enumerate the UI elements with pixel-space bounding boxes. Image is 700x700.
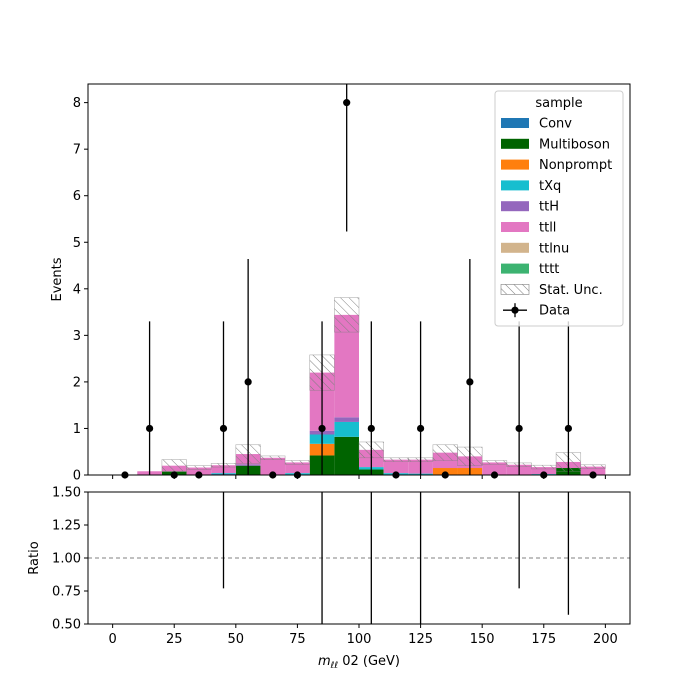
data-point xyxy=(515,424,523,433)
legend-label: tXq xyxy=(539,179,561,194)
stat-unc-band xyxy=(580,464,606,469)
data-point xyxy=(244,378,252,386)
legend: sample Conv Multiboson Nonprompt tXq ttH ttll t… xyxy=(494,90,624,327)
x-tick-label: 75 xyxy=(289,632,306,647)
legend-label: ttH xyxy=(539,200,559,215)
stat-unc-bands xyxy=(161,297,606,473)
bar-multiboson xyxy=(334,436,359,475)
x-tick-label: 50 xyxy=(228,632,245,647)
legend-data-marker xyxy=(511,306,519,314)
legend-label: tttt xyxy=(539,262,559,277)
legend-swatch xyxy=(501,118,529,128)
y-tick-label: 8 xyxy=(73,96,81,111)
legend-hatch-swatch xyxy=(500,284,530,295)
x-tick-label: 100 xyxy=(347,632,372,647)
y-tick-label: 6 xyxy=(73,189,81,204)
main-y-axis-label: Events xyxy=(50,257,65,301)
legend-swatch xyxy=(501,180,529,191)
legend-swatch xyxy=(501,138,529,149)
legend-swatch xyxy=(501,242,529,253)
legend-swatch xyxy=(501,201,529,212)
y-tick-label: 7 xyxy=(73,143,81,158)
x-tick-label: 200 xyxy=(593,632,618,647)
stat-unc-band xyxy=(260,455,286,460)
stat-unc-band xyxy=(481,460,508,465)
stat-unc-band xyxy=(284,460,311,465)
ratio-panel: 0.50 0.75 1.00 1.25 1.50 0 25 50 75 100 125 150 175… xyxy=(27,486,631,671)
data-point xyxy=(466,378,474,386)
bar-ttll xyxy=(285,462,310,474)
stat-unc-band xyxy=(161,459,187,473)
main-panel: 0 1 2 3 4 5 6 7 8 Events xyxy=(50,83,631,484)
stat-unc-band xyxy=(432,444,458,461)
y-tick-label: 1.00 xyxy=(52,552,81,567)
x-axis-label: mℓℓ 02 (GeV) xyxy=(318,654,400,671)
y-tick-label: 1 xyxy=(73,422,81,437)
ratio-plot-frame xyxy=(87,491,631,625)
y-tick-label: 1.50 xyxy=(52,486,81,501)
legend-swatch xyxy=(501,222,529,232)
bar-tth xyxy=(334,417,359,422)
legend-label: ttlnu xyxy=(539,241,569,256)
legend-swatch xyxy=(501,159,529,170)
bar-ttll xyxy=(531,467,557,475)
y-tick-label: 4 xyxy=(73,282,81,297)
stat-unc-band xyxy=(186,465,212,470)
ratio-x-ticks: 0 25 50 75 100 125 150 175 200 xyxy=(108,624,618,647)
y-tick-label: 0 xyxy=(73,469,81,484)
legend-label: Multiboson xyxy=(539,137,610,152)
bar-txq xyxy=(334,421,359,437)
data-point xyxy=(145,424,154,433)
bar-ttll xyxy=(580,466,606,475)
data-point xyxy=(219,424,228,433)
data-point xyxy=(416,424,425,433)
x-tick-label: 0 xyxy=(108,632,116,647)
main-x-ticks xyxy=(112,475,606,479)
data-point xyxy=(367,424,375,433)
y-tick-label: 1.25 xyxy=(52,519,81,534)
bar-ttll xyxy=(260,457,286,475)
legend-label: Data xyxy=(539,304,570,319)
ratio-y-ticks: 0.50 0.75 1.00 1.25 1.50 xyxy=(52,486,88,633)
y-tick-label: 5 xyxy=(73,236,81,251)
data-point xyxy=(318,424,326,433)
stat-unc-band xyxy=(531,464,557,470)
data-point xyxy=(343,99,351,107)
data-point xyxy=(564,424,573,433)
legend-title: sample xyxy=(535,96,582,111)
y-tick-label: 0.75 xyxy=(52,585,81,600)
legend-swatch xyxy=(501,263,529,274)
y-tick-label: 2 xyxy=(73,375,81,390)
data-points xyxy=(121,84,597,479)
stat-unc-band xyxy=(383,457,409,462)
legend-label: Stat. Unc. xyxy=(539,283,603,298)
stat-unc-band xyxy=(334,297,360,333)
bar-ttll xyxy=(482,462,507,475)
y-tick-label: 3 xyxy=(73,329,81,344)
main-y-ticks: 0 1 2 3 4 5 6 7 8 xyxy=(73,96,88,484)
ratio-error-bars xyxy=(222,492,570,624)
legend-label: ttll xyxy=(539,221,556,236)
x-tick-label: 175 xyxy=(531,632,556,647)
legend-label: Nonprompt xyxy=(539,158,612,173)
x-tick-label: 25 xyxy=(166,632,183,647)
bar-ttll xyxy=(186,467,212,475)
y-tick-label: 0.50 xyxy=(52,618,81,633)
x-tick-label: 125 xyxy=(408,632,433,647)
bar-ttll xyxy=(383,459,409,474)
ratio-y-axis-label: Ratio xyxy=(27,541,42,574)
legend-label: Conv xyxy=(539,117,572,132)
x-tick-label: 150 xyxy=(470,632,495,647)
